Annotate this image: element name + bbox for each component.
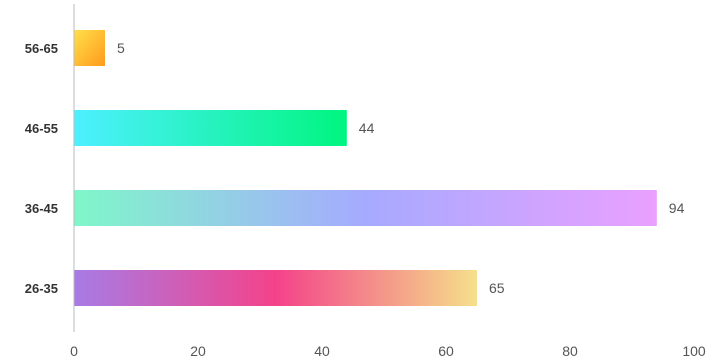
category-labels: 56-65 46-55 36-45 26-35 xyxy=(25,41,58,296)
bar-26-35 xyxy=(74,270,477,306)
value-labels: 5 44 94 65 xyxy=(117,40,685,296)
bar-36-45 xyxy=(74,190,657,226)
value-label: 65 xyxy=(489,280,505,296)
value-label: 44 xyxy=(359,120,375,136)
bar-46-55 xyxy=(74,110,347,146)
bar-56-65 xyxy=(74,30,105,66)
x-tick-label: 60 xyxy=(438,343,454,359)
x-tick-label: 80 xyxy=(562,343,578,359)
value-label: 5 xyxy=(117,40,125,56)
x-tick-label: 40 xyxy=(314,343,330,359)
category-label: 46-55 xyxy=(25,121,58,136)
value-label: 94 xyxy=(669,200,685,216)
x-tick-label: 20 xyxy=(190,343,206,359)
x-tick-labels: 0 20 40 60 80 100 xyxy=(70,343,706,359)
x-tick-label: 0 xyxy=(70,343,78,359)
category-label: 56-65 xyxy=(25,41,58,56)
category-label: 36-45 xyxy=(25,201,58,216)
x-tick-label: 100 xyxy=(682,343,706,359)
bars-layer xyxy=(74,30,657,306)
category-label: 26-35 xyxy=(25,281,58,296)
